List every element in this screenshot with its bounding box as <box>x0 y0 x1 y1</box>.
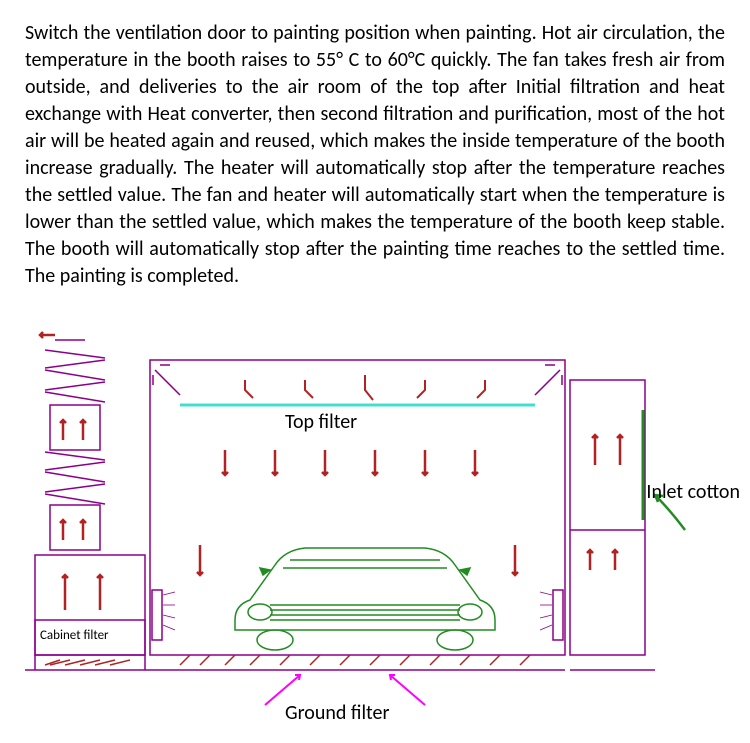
label-inlet-cotton: Inlet cotton <box>646 480 740 504</box>
description-text: Switch the ventilation door to painting … <box>25 20 725 290</box>
label-ground-filter: Ground filter <box>285 701 389 725</box>
booth-diagram: Top filter Inlet cotton Cabinet filter G… <box>25 310 725 730</box>
diagram-svg <box>25 310 725 730</box>
label-cabinet-filter: Cabinet filter <box>40 628 109 643</box>
label-top-filter: Top filter <box>285 410 357 434</box>
